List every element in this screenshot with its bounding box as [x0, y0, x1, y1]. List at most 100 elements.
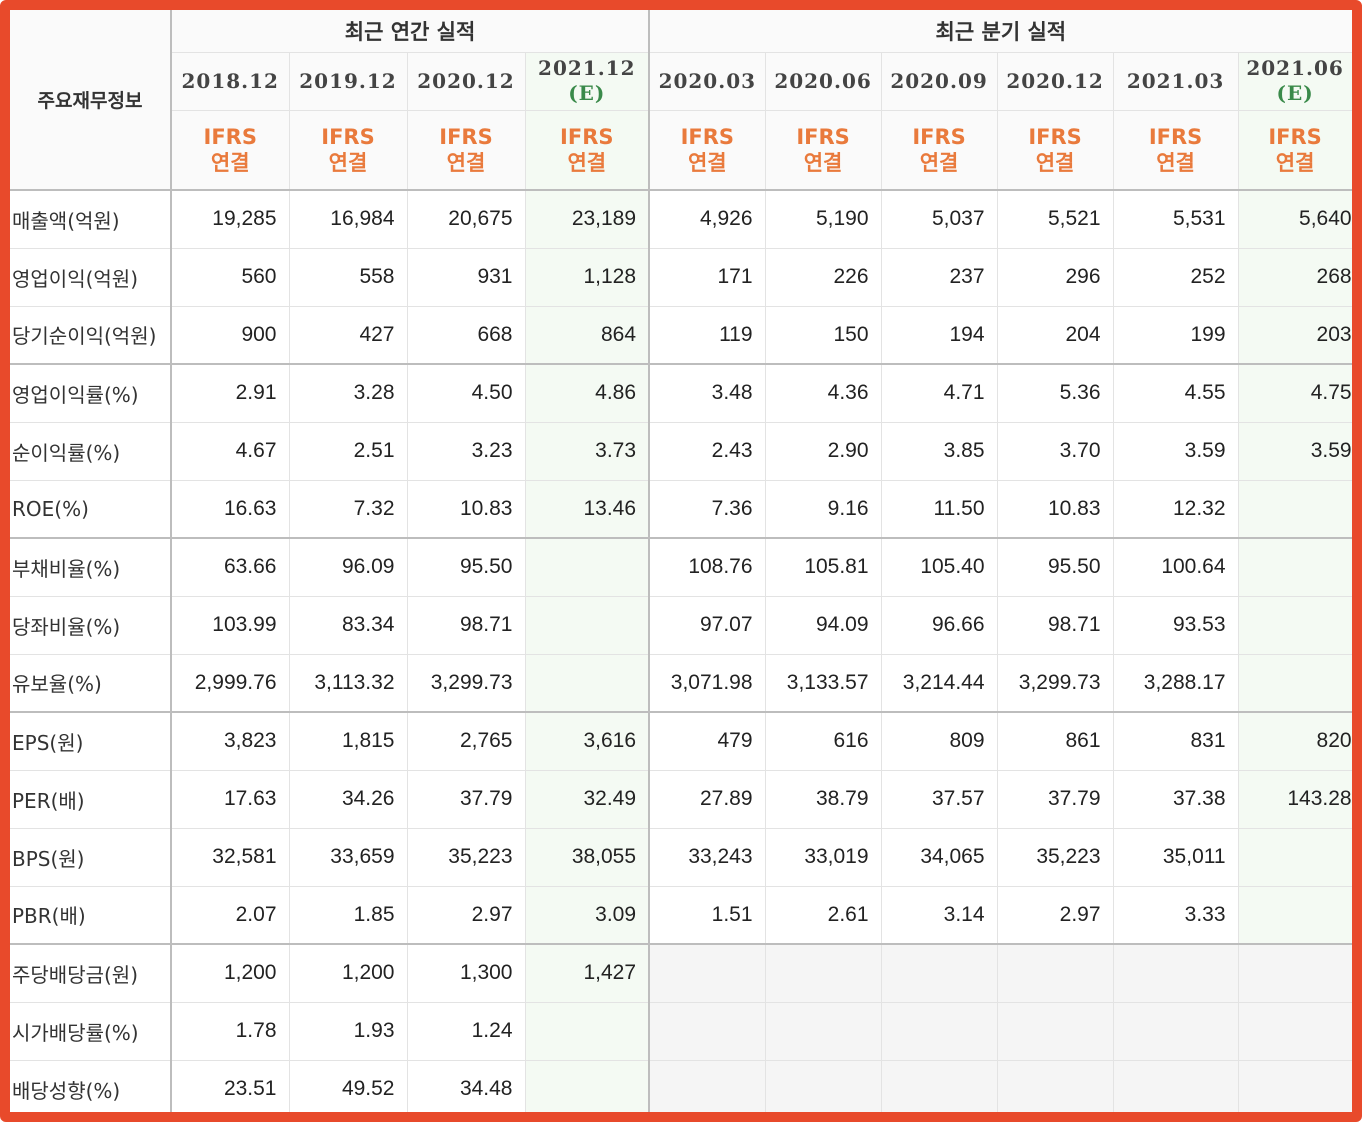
table-row: 매출액(억원) 19,285 16,984 20,675 23,189 4,926 5,19…	[10, 189, 1352, 249]
basis-consolidation: 연결	[567, 150, 607, 175]
period-date-header: 2019.12	[289, 52, 408, 111]
table-cell: 2.43	[648, 422, 766, 481]
table-cell	[1113, 1002, 1239, 1061]
table-cell: 94.09	[765, 596, 882, 655]
table-cell: 38,055	[525, 828, 650, 887]
table-cell: 1,815	[289, 711, 408, 771]
period-date: 2020.06	[774, 68, 872, 93]
table-cell	[765, 1002, 882, 1061]
table-cell: 35,223	[407, 828, 526, 887]
table-cell: 5,190	[765, 189, 882, 249]
accounting-basis-header: IFRS 연결	[525, 110, 650, 191]
table-cell: 668	[407, 306, 526, 365]
accounting-basis-header: IFRS 연결	[997, 110, 1114, 191]
table-cell: 4.75	[1238, 363, 1352, 423]
basis-standard: IFRS	[1028, 124, 1082, 149]
financial-table: 주요재무정보 최근 연간 실적 최근 분기 실적 2018.12 2019.12 2…	[10, 10, 1352, 1112]
table-cell: 2.97	[997, 886, 1114, 945]
period-date-header: 2021.12 (E)	[525, 52, 650, 111]
row-label: 주당배당금(원)	[10, 943, 172, 1003]
period-date-header: 2020.09	[881, 52, 998, 111]
period-date: 2020.12	[1006, 68, 1104, 93]
row-label: 당기순이익(억원)	[10, 306, 172, 365]
table-cell: 95.50	[407, 537, 526, 597]
table-cell: 820	[1238, 711, 1352, 771]
table-cell: 809	[881, 711, 998, 771]
table-cell: 427	[289, 306, 408, 365]
table-cell: 3,214.44	[881, 654, 998, 713]
period-date: 2020.03	[658, 68, 757, 93]
table-cell: 1,128	[525, 248, 650, 307]
basis-consolidation: 연결	[210, 150, 250, 175]
table-cell: 2.91	[171, 363, 290, 423]
row-label-header: 주요재무정보	[10, 10, 172, 191]
accounting-basis-header: IFRS 연결	[881, 110, 998, 191]
table-cell: 296	[997, 248, 1114, 307]
period-date-header: 2021.03	[1113, 52, 1239, 111]
basis-consolidation: 연결	[446, 150, 486, 175]
table-cell: 1.24	[407, 1002, 526, 1061]
table-cell: 560	[171, 248, 290, 307]
period-date: 2020.09	[890, 68, 988, 93]
table-cell: 143.28	[1238, 770, 1352, 829]
period-date: 2019.12	[299, 68, 397, 93]
table-cell: 204	[997, 306, 1114, 365]
table-cell: 3,616	[525, 711, 650, 771]
table-cell: 861	[997, 711, 1114, 771]
table-cell: 4.86	[525, 363, 650, 423]
table-cell	[1113, 943, 1239, 1003]
table-cell	[1113, 1060, 1239, 1112]
table-cell: 11.50	[881, 480, 998, 539]
basis-standard: IFRS	[1268, 124, 1322, 149]
table-cell: 4,926	[648, 189, 766, 249]
table-cell: 5.36	[997, 363, 1114, 423]
accounting-basis-header: IFRS 연결	[407, 110, 526, 191]
table-cell: 3.48	[648, 363, 766, 423]
table-cell	[525, 1060, 650, 1112]
table-cell: 2.07	[171, 886, 290, 945]
table-cell: 558	[289, 248, 408, 307]
table-cell	[997, 943, 1114, 1003]
table-cell: 23.51	[171, 1060, 290, 1112]
basis-consolidation: 연결	[328, 150, 368, 175]
table-cell	[881, 1060, 998, 1112]
table-cell: 3.09	[525, 886, 650, 945]
basis-standard: IFRS	[560, 124, 614, 149]
table-cell: 203	[1238, 306, 1352, 365]
accounting-basis-header: IFRS 연결	[289, 110, 408, 191]
row-label: PER(배)	[10, 770, 172, 829]
table-cell	[997, 1060, 1114, 1112]
table-cell: 32.49	[525, 770, 650, 829]
table-cell: 150	[765, 306, 882, 365]
table-cell	[765, 943, 882, 1003]
table-cell	[1238, 1060, 1352, 1112]
table-cell: 37.79	[997, 770, 1114, 829]
table-cell	[525, 654, 650, 713]
table-cell: 3,823	[171, 711, 290, 771]
table-cell: 1,200	[289, 943, 408, 1003]
table-cell: 105.40	[881, 537, 998, 597]
basis-standard: IFRS	[321, 124, 375, 149]
row-label: 유보율(%)	[10, 654, 172, 713]
row-label: 영업이익률(%)	[10, 363, 172, 423]
table-cell	[1238, 537, 1352, 597]
table-cell: 864	[525, 306, 650, 365]
table-cell	[648, 1060, 766, 1112]
basis-standard: IFRS	[439, 124, 493, 149]
table-cell: 1,200	[171, 943, 290, 1003]
row-label: PBR(배)	[10, 886, 172, 945]
period-date-header: 2020.03	[648, 52, 766, 111]
table-cell: 2,999.76	[171, 654, 290, 713]
basis-consolidation: 연결	[803, 150, 843, 175]
table-cell: 35,011	[1113, 828, 1239, 887]
table-cell: 97.07	[648, 596, 766, 655]
accounting-basis-header: IFRS 연결	[1238, 110, 1352, 191]
period-date-header: 2020.06	[765, 52, 882, 111]
table-cell	[1238, 654, 1352, 713]
row-label: 시가배당률(%)	[10, 1002, 172, 1061]
table-cell: 237	[881, 248, 998, 307]
table-cell: 3.28	[289, 363, 408, 423]
row-label: 영업이익(억원)	[10, 248, 172, 307]
table-cell: 37.79	[407, 770, 526, 829]
table-cell: 105.81	[765, 537, 882, 597]
